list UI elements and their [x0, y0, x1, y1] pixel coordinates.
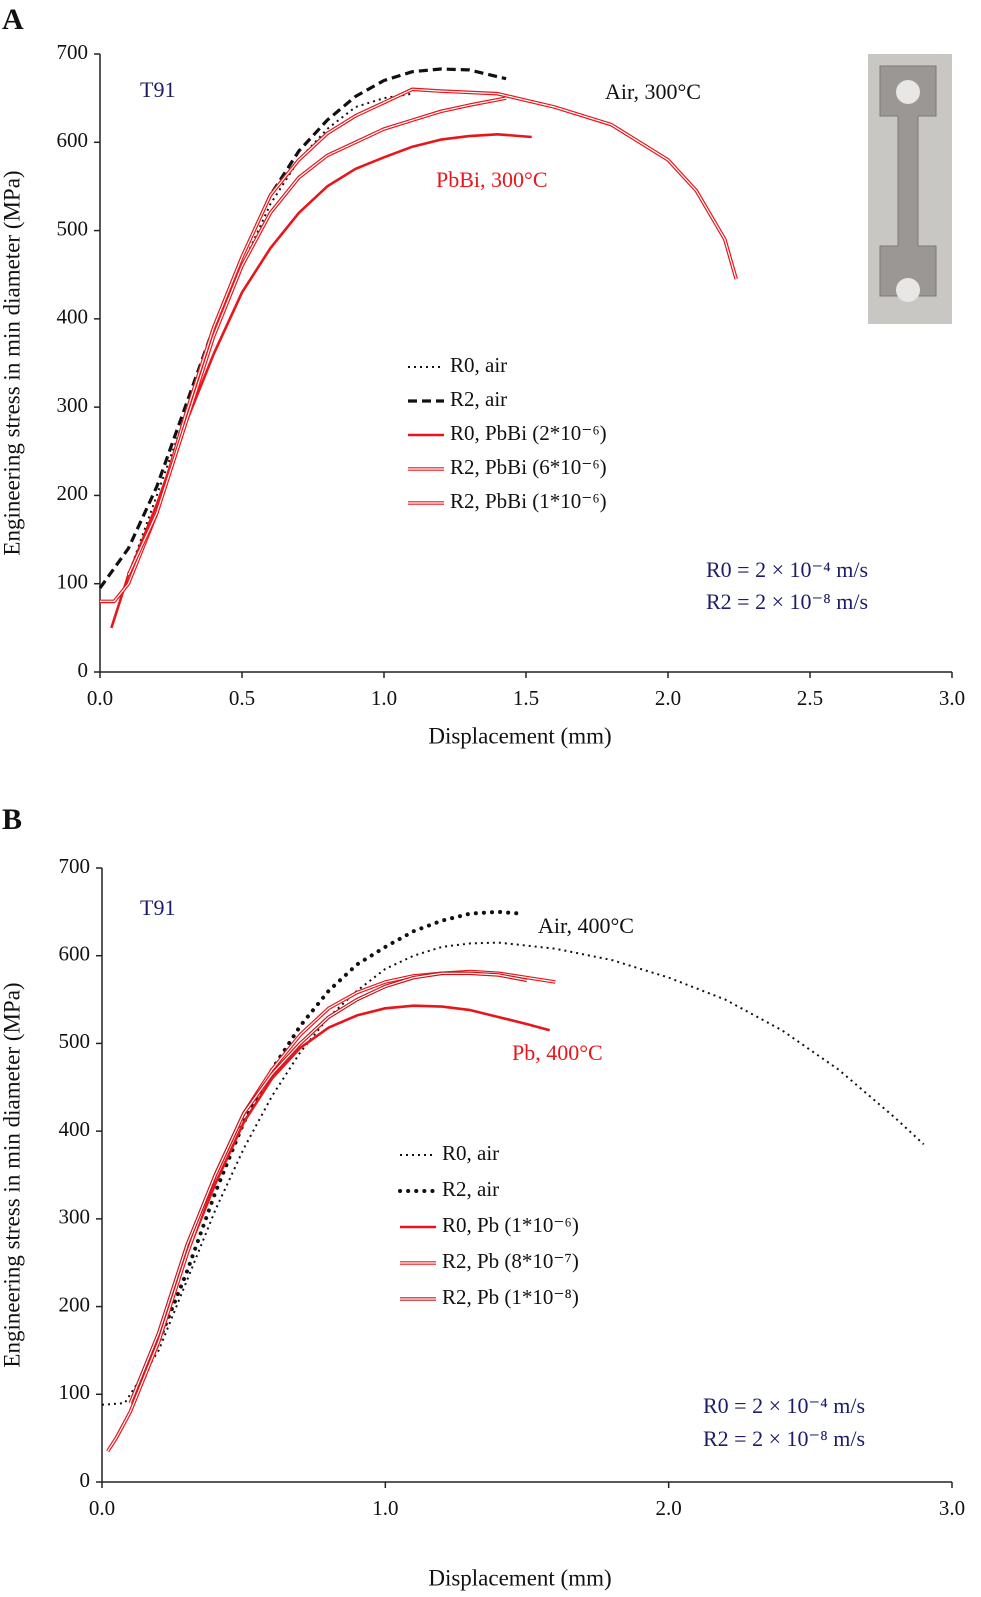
- panel-label: A: [2, 3, 24, 36]
- legend-label: R0, Pb (1*10⁻⁶): [442, 1213, 579, 1237]
- y-tick-label: 100: [57, 570, 89, 594]
- legend-label: R2, air: [442, 1177, 499, 1201]
- y-axis-label: Engineering stress in min diameter (MPa): [0, 170, 24, 555]
- y-tick-label: 600: [59, 942, 91, 966]
- panel-label: B: [2, 803, 22, 836]
- series-line-inner: [107, 970, 556, 1452]
- x-tick-label: 0.0: [87, 686, 113, 710]
- legend-label: R0, air: [450, 353, 507, 377]
- annotation: PbBi, 300°C: [436, 167, 548, 192]
- legend-label: R2, Pb (8*10⁻⁷): [442, 1249, 579, 1273]
- x-tick-label: 1.0: [372, 1496, 398, 1520]
- y-tick-label: 200: [59, 1292, 91, 1316]
- x-axis-label: Displacement (mm): [428, 1565, 611, 1590]
- hole: [896, 278, 920, 302]
- y-tick-label: 100: [59, 1380, 91, 1404]
- annotation: R0 = 2 × 10⁻⁴ m/s: [706, 557, 868, 582]
- legend-label: R2, Pb (1*10⁻⁸): [442, 1285, 579, 1309]
- x-tick-label: 2.5: [797, 686, 823, 710]
- y-tick-label: 0: [78, 658, 89, 682]
- legend-label: R0, air: [442, 1141, 499, 1165]
- legend-label: R2, PbBi (6*10⁻⁶): [450, 455, 607, 479]
- dogbone: [879, 65, 937, 297]
- x-tick-label: 0.0: [89, 1496, 115, 1520]
- series-line: [142, 909, 524, 1379]
- series-line-inner: [100, 88, 737, 602]
- x-tick-label: 3.0: [939, 686, 965, 710]
- annotation: R2 = 2 × 10⁻⁸ m/s: [706, 589, 868, 614]
- annotation: Pb, 400°C: [512, 1040, 603, 1065]
- series-line: [101, 941, 925, 1406]
- x-axis-label: Displacement (mm): [428, 723, 611, 748]
- annotation: T91: [140, 77, 175, 102]
- annotation: Air, 300°C: [605, 79, 701, 104]
- y-axis-label: Engineering stress in min diameter (MPa): [0, 982, 24, 1367]
- series-line: [100, 87, 738, 604]
- y-tick-label: 700: [57, 40, 89, 64]
- series-line-inner: [127, 97, 507, 576]
- y-tick-label: 500: [59, 1029, 91, 1053]
- series-line: [98, 67, 507, 590]
- annotation: T91: [140, 895, 175, 920]
- x-tick-label: 0.5: [229, 686, 255, 710]
- y-tick-label: 0: [80, 1468, 91, 1492]
- y-tick-label: 700: [59, 854, 91, 878]
- series-line: [110, 133, 532, 629]
- legend-label: R0, PbBi (2*10⁻⁶): [450, 421, 607, 445]
- specimen-photo: [868, 54, 952, 324]
- y-tick-label: 400: [57, 305, 89, 329]
- series-line: [127, 92, 413, 576]
- legend-label: R2, air: [450, 387, 507, 411]
- annotation: R0 = 2 × 10⁻⁴ m/s: [703, 1393, 865, 1418]
- x-tick-label: 2.0: [656, 1496, 682, 1520]
- hole: [896, 80, 920, 104]
- x-tick-label: 3.0: [939, 1496, 965, 1520]
- series-line: [106, 969, 556, 1453]
- y-tick-label: 200: [57, 481, 89, 505]
- x-tick-label: 1.5: [513, 686, 539, 710]
- annotation: Air, 400°C: [538, 913, 634, 938]
- y-tick-label: 500: [57, 216, 89, 240]
- y-tick-label: 400: [59, 1117, 91, 1141]
- x-tick-label: 2.0: [655, 686, 681, 710]
- y-tick-label: 300: [57, 393, 89, 417]
- x-tick-label: 1.0: [371, 686, 397, 710]
- series-line-inner: [129, 972, 528, 1404]
- y-tick-label: 300: [59, 1205, 91, 1229]
- annotation: R2 = 2 × 10⁻⁸ m/s: [703, 1426, 865, 1451]
- legend-label: R2, PbBi (1*10⁻⁶): [450, 489, 607, 513]
- y-tick-label: 600: [57, 128, 89, 152]
